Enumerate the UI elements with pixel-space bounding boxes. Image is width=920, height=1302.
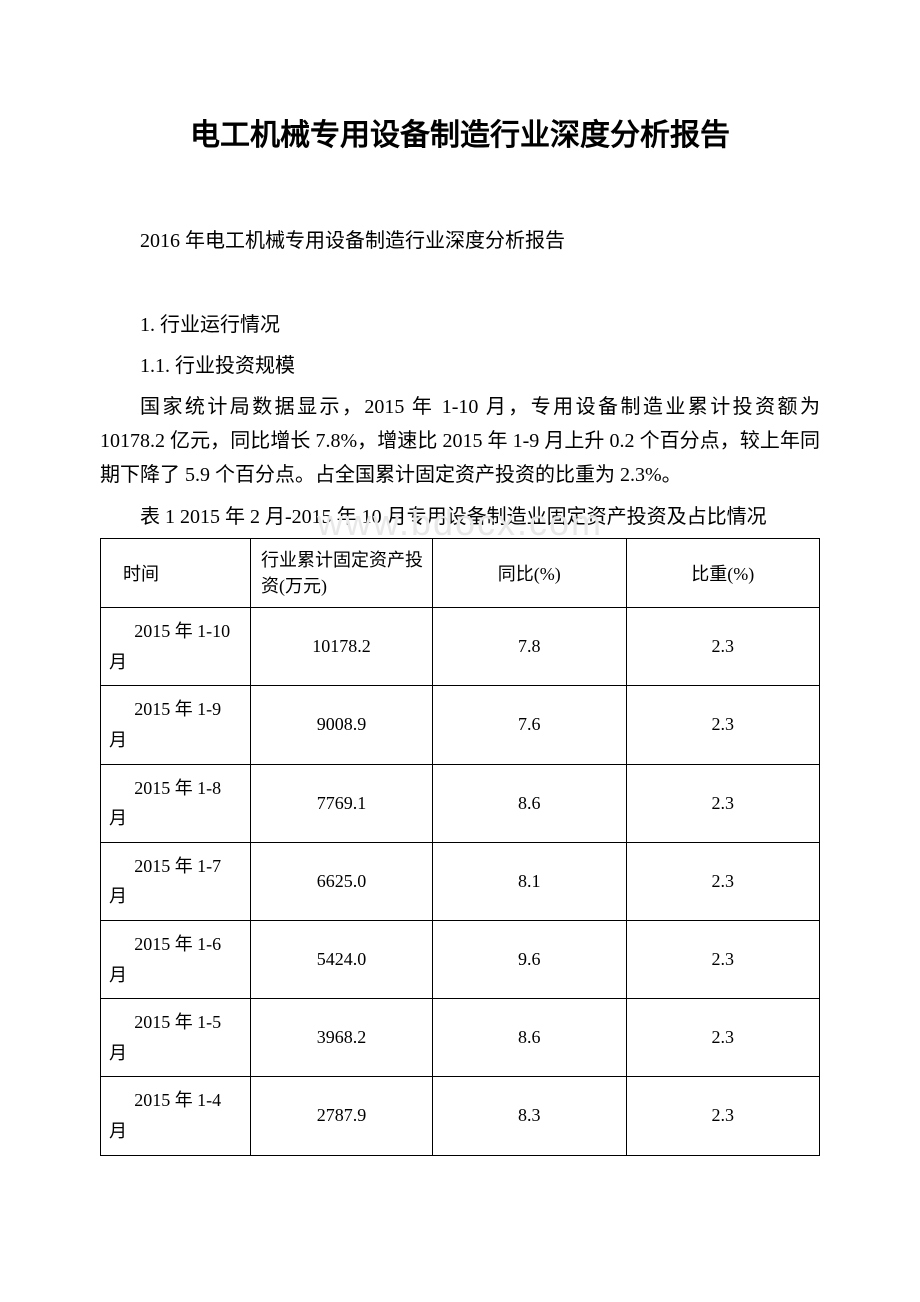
cell-time-line1: 2015 年 1-5 xyxy=(109,1007,242,1038)
cell-time-line2: 月 xyxy=(109,725,242,756)
section-heading-1: 1. 行业运行情况 xyxy=(100,308,820,337)
table-row: 2015 年 1-7 月 6625.0 8.1 2.3 xyxy=(101,842,820,920)
cell-time: 2015 年 1-9 月 xyxy=(101,686,251,764)
cell-time: 2015 年 1-7 月 xyxy=(101,842,251,920)
section-heading-1-1: 1.1. 行业投资规模 xyxy=(100,349,820,378)
cell-investment: 5424.0 xyxy=(251,920,433,998)
table-row: 2015 年 1-9 月 9008.9 7.6 2.3 xyxy=(101,686,820,764)
cell-yoy: 7.8 xyxy=(433,608,627,686)
cell-time-line1: 2015 年 1-8 xyxy=(109,773,242,804)
cell-time-line2: 月 xyxy=(109,960,242,991)
cell-time-line1: 2015 年 1-4 xyxy=(109,1085,242,1116)
table-header-row: 时间 行业累计固定资产投资(万元) 同比(%) 比重(%) xyxy=(101,539,820,608)
col-header-weight: 比重(%) xyxy=(626,539,820,608)
cell-weight: 2.3 xyxy=(626,764,820,842)
col-header-investment: 行业累计固定资产投资(万元) xyxy=(251,539,433,608)
col-header-time: 时间 xyxy=(101,539,251,608)
cell-time-line1: 2015 年 1-6 xyxy=(109,929,242,960)
cell-investment: 9008.9 xyxy=(251,686,433,764)
cell-time-line2: 月 xyxy=(109,1116,242,1147)
cell-weight: 2.3 xyxy=(626,686,820,764)
cell-time-line1: 2015 年 1-7 xyxy=(109,851,242,882)
cell-yoy: 9.6 xyxy=(433,920,627,998)
cell-time-line2: 月 xyxy=(109,1038,242,1069)
col-header-yoy: 同比(%) xyxy=(433,539,627,608)
cell-weight: 2.3 xyxy=(626,1077,820,1155)
document-title: 电工机械专用设备制造行业深度分析报告 xyxy=(100,110,820,154)
cell-time-line2: 月 xyxy=(109,647,242,678)
body-paragraph: 国家统计局数据显示，2015 年 1-10 月，专用设备制造业累计投资额为 10… xyxy=(100,390,820,492)
table-row: 2015 年 1-6 月 5424.0 9.6 2.3 xyxy=(101,920,820,998)
table-caption-wrap: 表 1 2015 年 2 月-2015 年 10 月专用设备制造业固定资产投资及… xyxy=(100,500,820,534)
cell-yoy: 8.6 xyxy=(433,764,627,842)
cell-yoy: 8.3 xyxy=(433,1077,627,1155)
table-caption: 表 1 2015 年 2 月-2015 年 10 月专用设备制造业固定资产投资及… xyxy=(100,500,820,534)
cell-time-line2: 月 xyxy=(109,803,242,834)
cell-yoy: 8.1 xyxy=(433,842,627,920)
cell-time-line1: 2015 年 1-10 xyxy=(109,616,242,647)
cell-time: 2015 年 1-10 月 xyxy=(101,608,251,686)
cell-weight: 2.3 xyxy=(626,920,820,998)
cell-time: 2015 年 1-6 月 xyxy=(101,920,251,998)
table-row: 2015 年 1-10 月 10178.2 7.8 2.3 xyxy=(101,608,820,686)
table-row: 2015 年 1-4 月 2787.9 8.3 2.3 xyxy=(101,1077,820,1155)
cell-yoy: 8.6 xyxy=(433,999,627,1077)
cell-time-line2: 月 xyxy=(109,881,242,912)
cell-weight: 2.3 xyxy=(626,842,820,920)
cell-investment: 7769.1 xyxy=(251,764,433,842)
cell-investment: 6625.0 xyxy=(251,842,433,920)
cell-weight: 2.3 xyxy=(626,608,820,686)
investment-table: 时间 行业累计固定资产投资(万元) 同比(%) 比重(%) 2015 年 1-1… xyxy=(100,538,820,1156)
cell-time-line1: 2015 年 1-9 xyxy=(109,694,242,725)
cell-time: 2015 年 1-5 月 xyxy=(101,999,251,1077)
table-row: 2015 年 1-8 月 7769.1 8.6 2.3 xyxy=(101,764,820,842)
cell-time: 2015 年 1-8 月 xyxy=(101,764,251,842)
table-row: 2015 年 1-5 月 3968.2 8.6 2.3 xyxy=(101,999,820,1077)
document-subtitle: 2016 年电工机械专用设备制造行业深度分析报告 xyxy=(100,224,820,253)
cell-weight: 2.3 xyxy=(626,999,820,1077)
cell-investment: 2787.9 xyxy=(251,1077,433,1155)
cell-time: 2015 年 1-4 月 xyxy=(101,1077,251,1155)
cell-yoy: 7.6 xyxy=(433,686,627,764)
cell-investment: 3968.2 xyxy=(251,999,433,1077)
cell-investment: 10178.2 xyxy=(251,608,433,686)
